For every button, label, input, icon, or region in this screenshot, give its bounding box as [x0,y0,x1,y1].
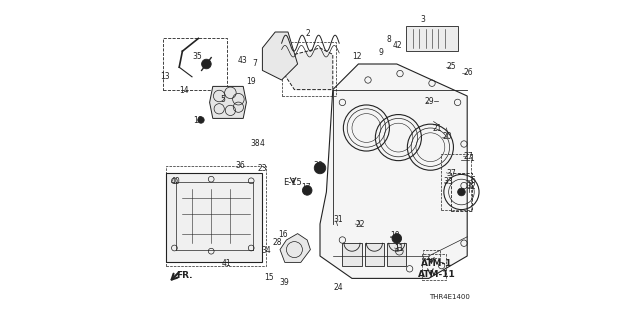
Polygon shape [387,243,406,266]
Text: ATM-1: ATM-1 [421,259,452,268]
Bar [441,154,471,210]
Text: 36: 36 [236,161,246,170]
Text: ATM-11: ATM-11 [418,270,456,279]
Text: 32: 32 [466,182,476,191]
Text: 5: 5 [220,95,225,104]
Bar [282,42,336,96]
Text: 10: 10 [390,231,400,240]
Polygon shape [282,48,333,90]
Text: 42: 42 [392,41,403,50]
Circle shape [202,59,211,69]
Text: 29: 29 [425,97,435,106]
Text: 17: 17 [301,183,311,192]
Polygon shape [166,173,262,262]
Text: THR4E1400: THR4E1400 [429,294,470,300]
Bar [422,254,445,280]
Polygon shape [365,243,384,266]
Text: 20: 20 [442,132,452,141]
Text: 43: 43 [237,56,247,65]
Bar [163,38,227,90]
Bar [406,26,458,51]
Bar [451,173,472,211]
Text: 15: 15 [264,273,275,282]
Text: 16: 16 [278,230,287,239]
Text: 21: 21 [432,124,442,132]
Text: 40: 40 [170,177,180,186]
Circle shape [198,117,204,123]
Text: 33: 33 [444,177,454,186]
Text: 1: 1 [470,154,474,163]
Text: 7: 7 [252,59,257,68]
Polygon shape [210,86,246,118]
Polygon shape [262,32,298,80]
Circle shape [392,234,402,243]
Text: 9: 9 [378,48,383,57]
Text: 14: 14 [179,86,189,95]
Polygon shape [280,234,310,262]
Text: 35: 35 [193,52,202,61]
Text: 25: 25 [446,62,456,71]
Text: 28: 28 [273,238,282,247]
Bar [166,166,266,266]
Text: FR.: FR. [176,271,192,280]
Text: 41: 41 [221,259,231,268]
Circle shape [303,186,312,195]
Text: 31: 31 [333,215,344,224]
Text: 19: 19 [246,77,256,86]
Text: 23: 23 [257,164,268,173]
Text: 26: 26 [463,68,473,77]
Text: 11: 11 [395,244,404,253]
Text: 24: 24 [333,283,343,292]
Polygon shape [320,64,467,278]
Text: E-15: E-15 [284,178,302,187]
Text: 2: 2 [305,29,310,38]
Text: 4: 4 [260,139,265,148]
Text: 22: 22 [355,220,365,229]
Text: 12: 12 [353,52,362,60]
Text: 13: 13 [160,72,170,81]
Polygon shape [342,243,362,266]
Text: 8: 8 [386,35,391,44]
Text: 30: 30 [314,161,323,170]
Text: 27: 27 [463,152,473,161]
Circle shape [458,188,465,196]
Text: 37: 37 [446,169,456,178]
Text: 39: 39 [279,278,289,287]
Text: 38: 38 [250,139,260,148]
Circle shape [314,162,326,174]
Text: 34: 34 [261,246,271,255]
Bar [423,250,440,258]
Text: 18: 18 [194,116,203,125]
Text: 3: 3 [420,15,425,24]
Text: 6: 6 [470,176,476,185]
